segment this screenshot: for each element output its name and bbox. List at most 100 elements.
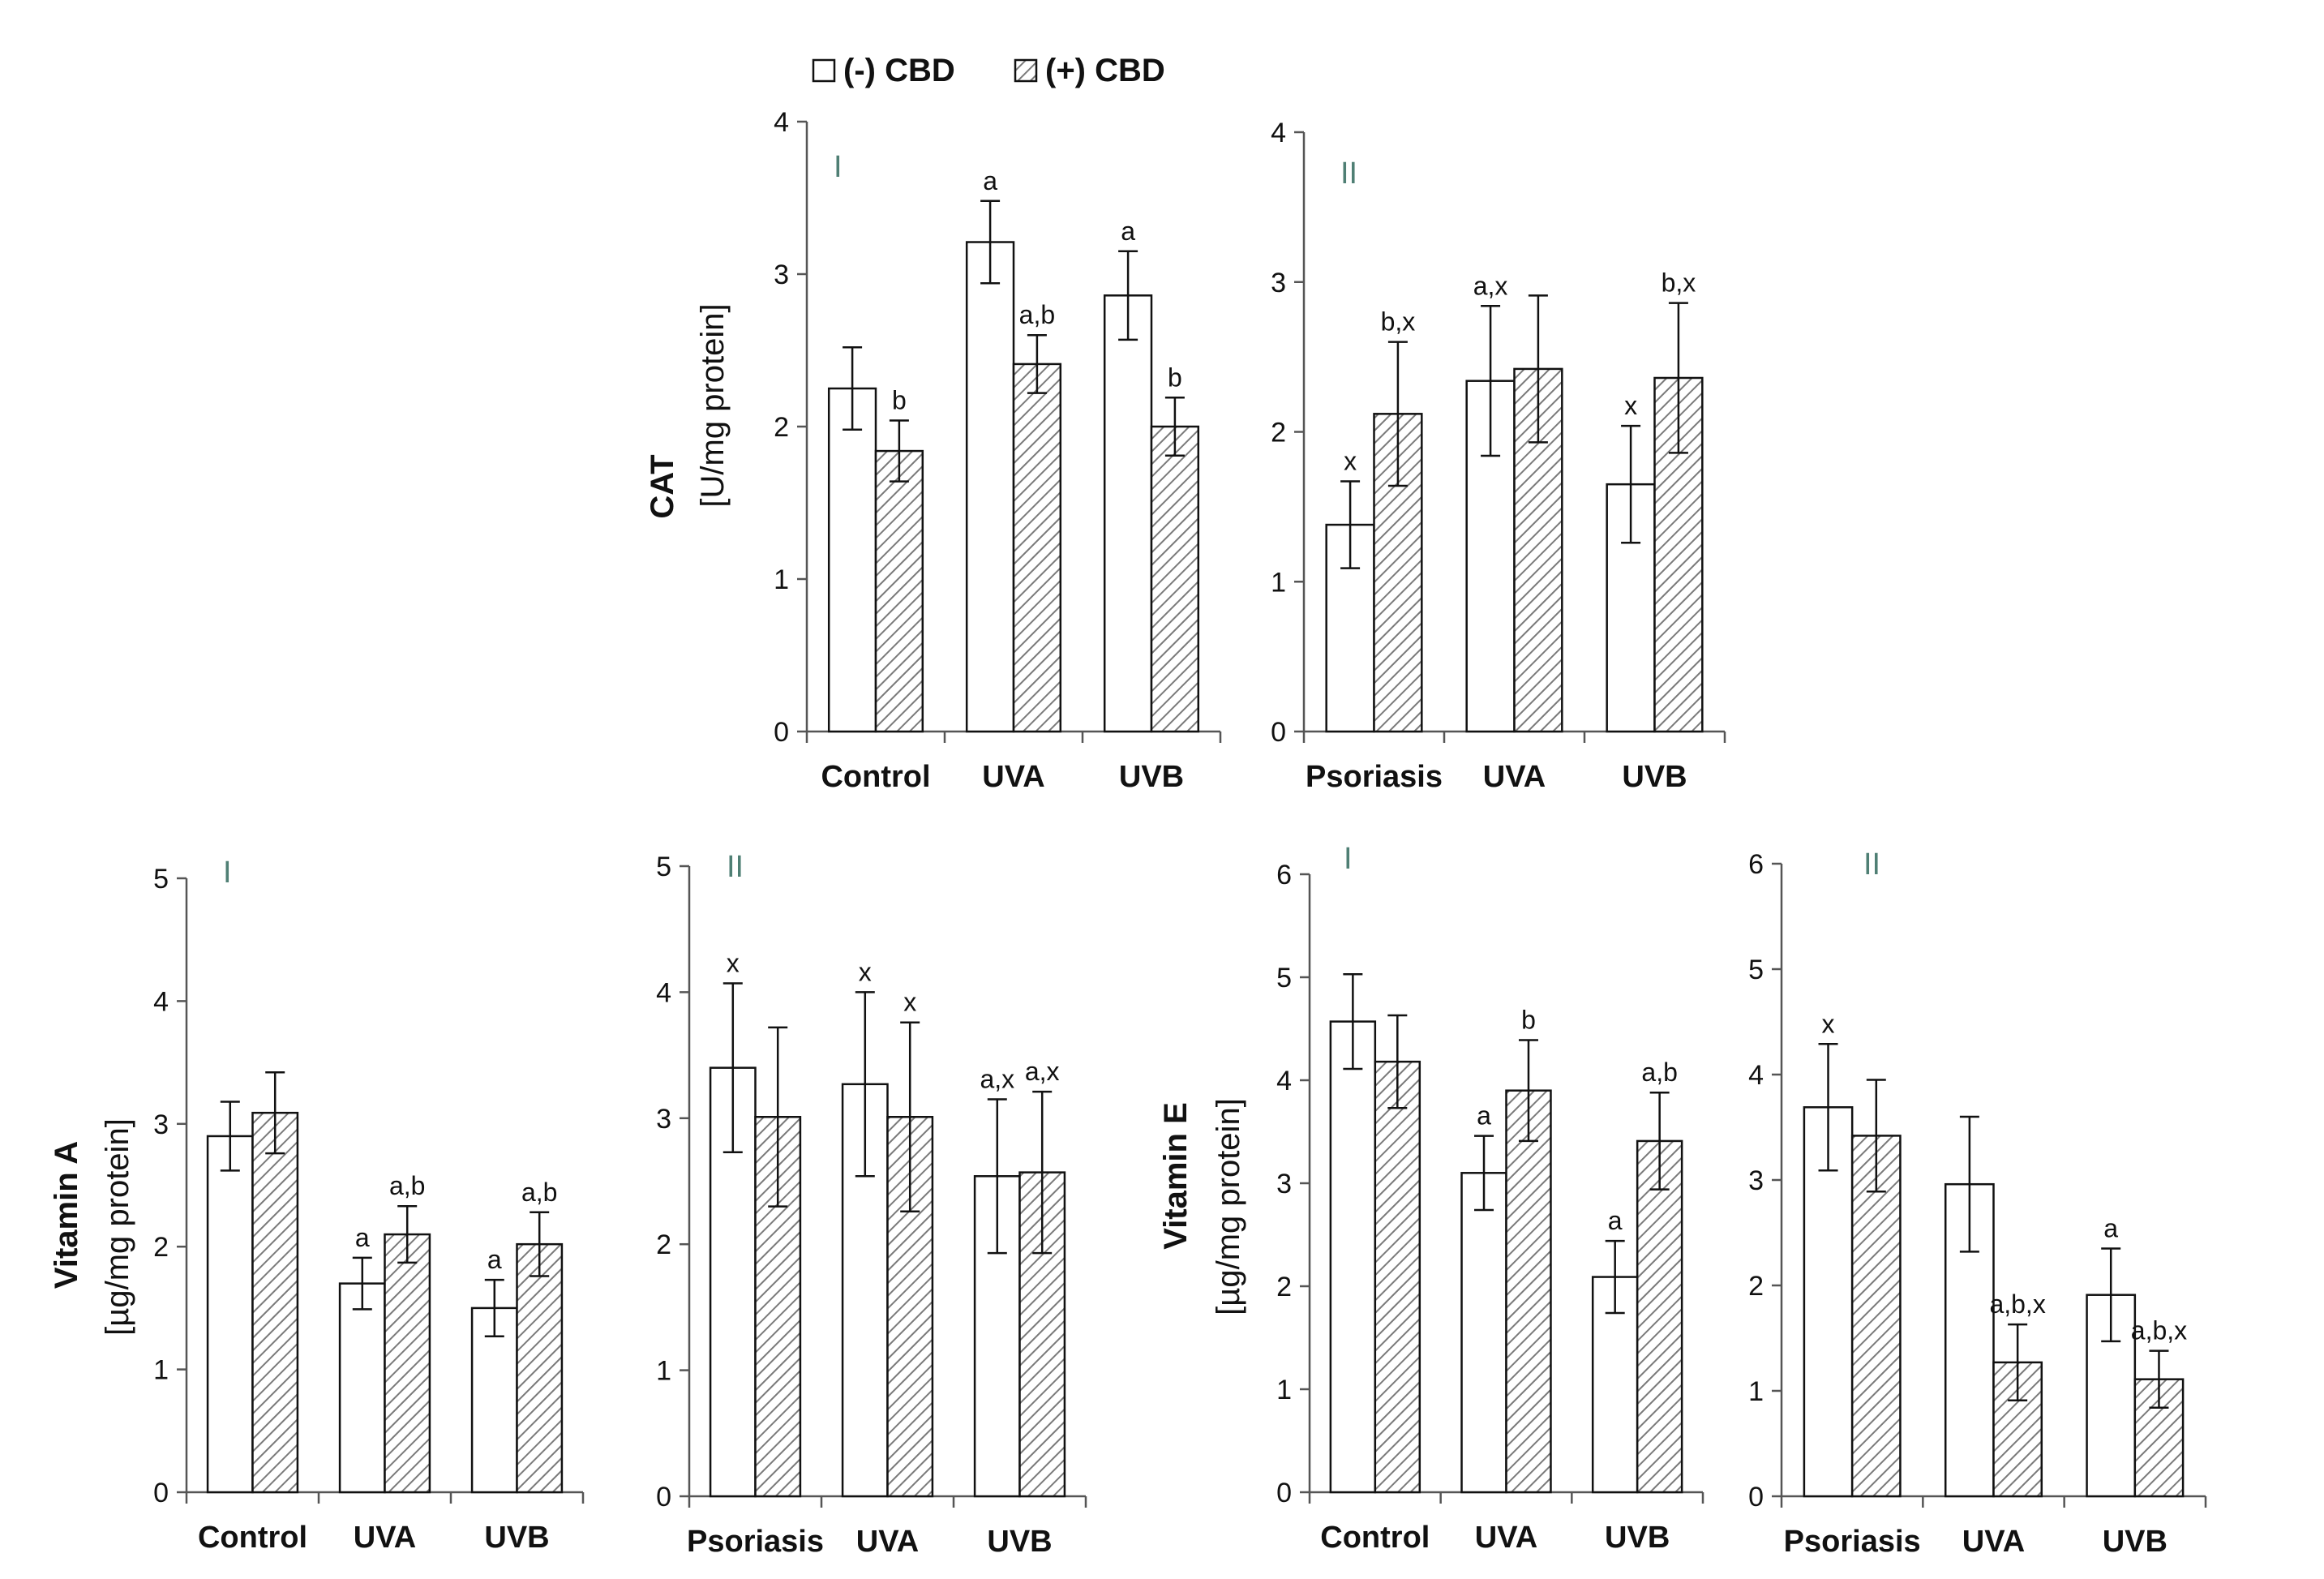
ylabel-group-vitamin-e: Vitamin E <box>1158 1102 1194 1250</box>
y-tick-label: 5 <box>656 852 671 882</box>
significance-label: a,b <box>521 1178 557 1207</box>
significance-label: a <box>983 166 997 195</box>
y-tick-label: 0 <box>1271 717 1286 748</box>
y-tick-label: 2 <box>1276 1272 1292 1302</box>
panel-vita-II: II 0 1 2 3 4 5 Psoriasis x UVA x x UVB a,x a,x <box>656 850 1087 1559</box>
y-tick-label: 4 <box>1276 1066 1292 1096</box>
significance-label: a,b,x <box>2131 1316 2187 1345</box>
y-tick-label: 4 <box>153 986 169 1017</box>
y-tick-label: 2 <box>656 1229 671 1260</box>
significance-label: x <box>727 949 740 978</box>
legend-swatch-neg-cbd <box>812 58 836 83</box>
panel-roman-numeral: II <box>1863 847 1880 882</box>
panel-vite-II: II 0 1 2 3 4 5 6 Psoriasis x UVA a,b,x UVB a a,b,x <box>1748 847 2207 1559</box>
x-category-label: Control <box>1320 1521 1430 1555</box>
bar-pos-cbd <box>1012 363 1062 733</box>
significance-label: a,x <box>1025 1057 1060 1086</box>
y-tick-label: 0 <box>774 717 789 748</box>
bar-pos-cbd <box>384 1233 431 1494</box>
bar-neg-cbd <box>206 1135 254 1494</box>
y-tick-label: 4 <box>1271 118 1286 148</box>
ylabel-unit-group-vitamin-a: [µg/mg protein] <box>100 1118 135 1336</box>
bar-neg-cbd <box>827 387 877 733</box>
y-tick-label: 1 <box>1276 1375 1292 1405</box>
ylabel-vitamin-e: Vitamin E <box>1158 1102 1194 1250</box>
y-tick-label: 0 <box>153 1478 169 1508</box>
ylabel-cat: CAT <box>645 454 680 518</box>
significance-label: b,x <box>1662 268 1696 298</box>
y-tick-label: 4 <box>774 107 789 138</box>
bar-neg-cbd <box>1460 1172 1507 1494</box>
bar-pos-cbd <box>1505 1089 1552 1494</box>
significance-label: b <box>1521 1005 1536 1034</box>
bar-neg-cbd <box>1803 1106 1854 1498</box>
x-category-label: UVA <box>1475 1521 1537 1555</box>
x-category-label: UVA <box>1962 1525 2025 1559</box>
bar-neg-cbd <box>1103 294 1153 733</box>
significance-label: b <box>1168 363 1182 392</box>
ylabel-unit-group-vitamin-e: [µg/mg protein] <box>1211 1098 1246 1315</box>
y-tick-label: 4 <box>656 977 671 1008</box>
y-tick-label: 3 <box>656 1104 671 1135</box>
panel-roman-numeral: I <box>834 150 843 184</box>
legend-swatch-pos-cbd <box>1014 58 1038 83</box>
significance-label: x <box>1344 446 1357 475</box>
bar-neg-cbd <box>1606 483 1656 733</box>
x-category-label: UVB <box>1605 1521 1670 1555</box>
ylabel-group-cat: CAT <box>645 454 680 518</box>
significance-label: x <box>1822 1009 1835 1038</box>
ylabel-unit-vitamin-e: [µg/mg protein] <box>1211 1098 1246 1315</box>
bar-neg-cbd <box>1329 1020 1377 1494</box>
significance-label: a <box>487 1245 502 1274</box>
significance-label: a,x <box>980 1064 1014 1093</box>
y-tick-label: 2 <box>153 1232 169 1263</box>
y-tick-label: 1 <box>1748 1376 1764 1407</box>
panel-vite-I: I 0 1 2 3 4 5 6 Control UVA a b UVB a a,b <box>1276 842 1704 1555</box>
panel-roman-numeral: I <box>223 856 232 890</box>
bar-pos-cbd <box>1636 1139 1683 1494</box>
y-tick-label: 3 <box>153 1109 169 1140</box>
y-tick-label: 0 <box>1748 1482 1764 1512</box>
y-tick-label: 5 <box>153 864 169 895</box>
y-tick-label: 3 <box>1748 1165 1764 1196</box>
y-tick-label: 2 <box>1271 418 1286 448</box>
significance-label: a,b,x <box>1989 1289 2045 1319</box>
ylabel-unit-vitamin-a: [µg/mg protein] <box>100 1118 135 1336</box>
y-tick-label: 3 <box>774 260 789 290</box>
significance-label: x <box>859 957 872 986</box>
x-category-label: UVA <box>1483 760 1546 794</box>
y-tick-label: 1 <box>153 1355 169 1386</box>
legend-label-neg-cbd: (-) CBD <box>843 53 955 88</box>
bar-pos-cbd <box>1150 425 1200 733</box>
y-tick-label: 2 <box>774 412 789 443</box>
panels: I01234ControlbUVAaa,bUVBabII01234Psorias… <box>153 107 2207 1559</box>
significance-label: a <box>1477 1101 1491 1131</box>
x-category-label: Psoriasis <box>1306 760 1443 794</box>
y-tick-label: 6 <box>1276 860 1292 890</box>
y-tick-label: 0 <box>656 1482 671 1512</box>
significance-label: a,x <box>1473 271 1508 300</box>
ylabel-vitamin-a: Vitamin A <box>49 1141 84 1289</box>
y-tick-label: 5 <box>1748 955 1764 985</box>
y-tick-label: 5 <box>1276 963 1292 993</box>
y-tick-label: 1 <box>656 1356 671 1387</box>
x-category-label: Psoriasis <box>687 1525 824 1559</box>
panel-vita-I: I 0 1 2 3 4 5 Control UVA a a,b UVB a a,b <box>153 856 585 1555</box>
significance-label: x <box>1624 391 1637 420</box>
x-category-label: UVB <box>987 1525 1052 1559</box>
x-category-label: Control <box>821 760 930 794</box>
y-tick-label: 1 <box>1271 567 1286 598</box>
bar-pos-cbd <box>874 449 924 733</box>
ylabel-unit-cat: [U/mg protein] <box>695 303 731 507</box>
x-category-label: UVB <box>1622 760 1687 794</box>
y-tick-label: 0 <box>1276 1478 1292 1508</box>
significance-label: a,b <box>1641 1058 1677 1087</box>
ylabel-unit-group-cat: [U/mg protein] <box>695 303 731 507</box>
panel-roman-numeral: I <box>1344 842 1353 876</box>
y-tick-label: 1 <box>774 564 789 595</box>
x-category-label: UVB <box>2103 1525 2167 1559</box>
significance-label: a <box>1121 217 1135 246</box>
y-tick-label: 4 <box>1748 1060 1764 1091</box>
panel-cat-II: II 0 1 2 3 4 Psoriasis x b,x UVA a,x UVB x b,x <box>1271 118 1726 794</box>
